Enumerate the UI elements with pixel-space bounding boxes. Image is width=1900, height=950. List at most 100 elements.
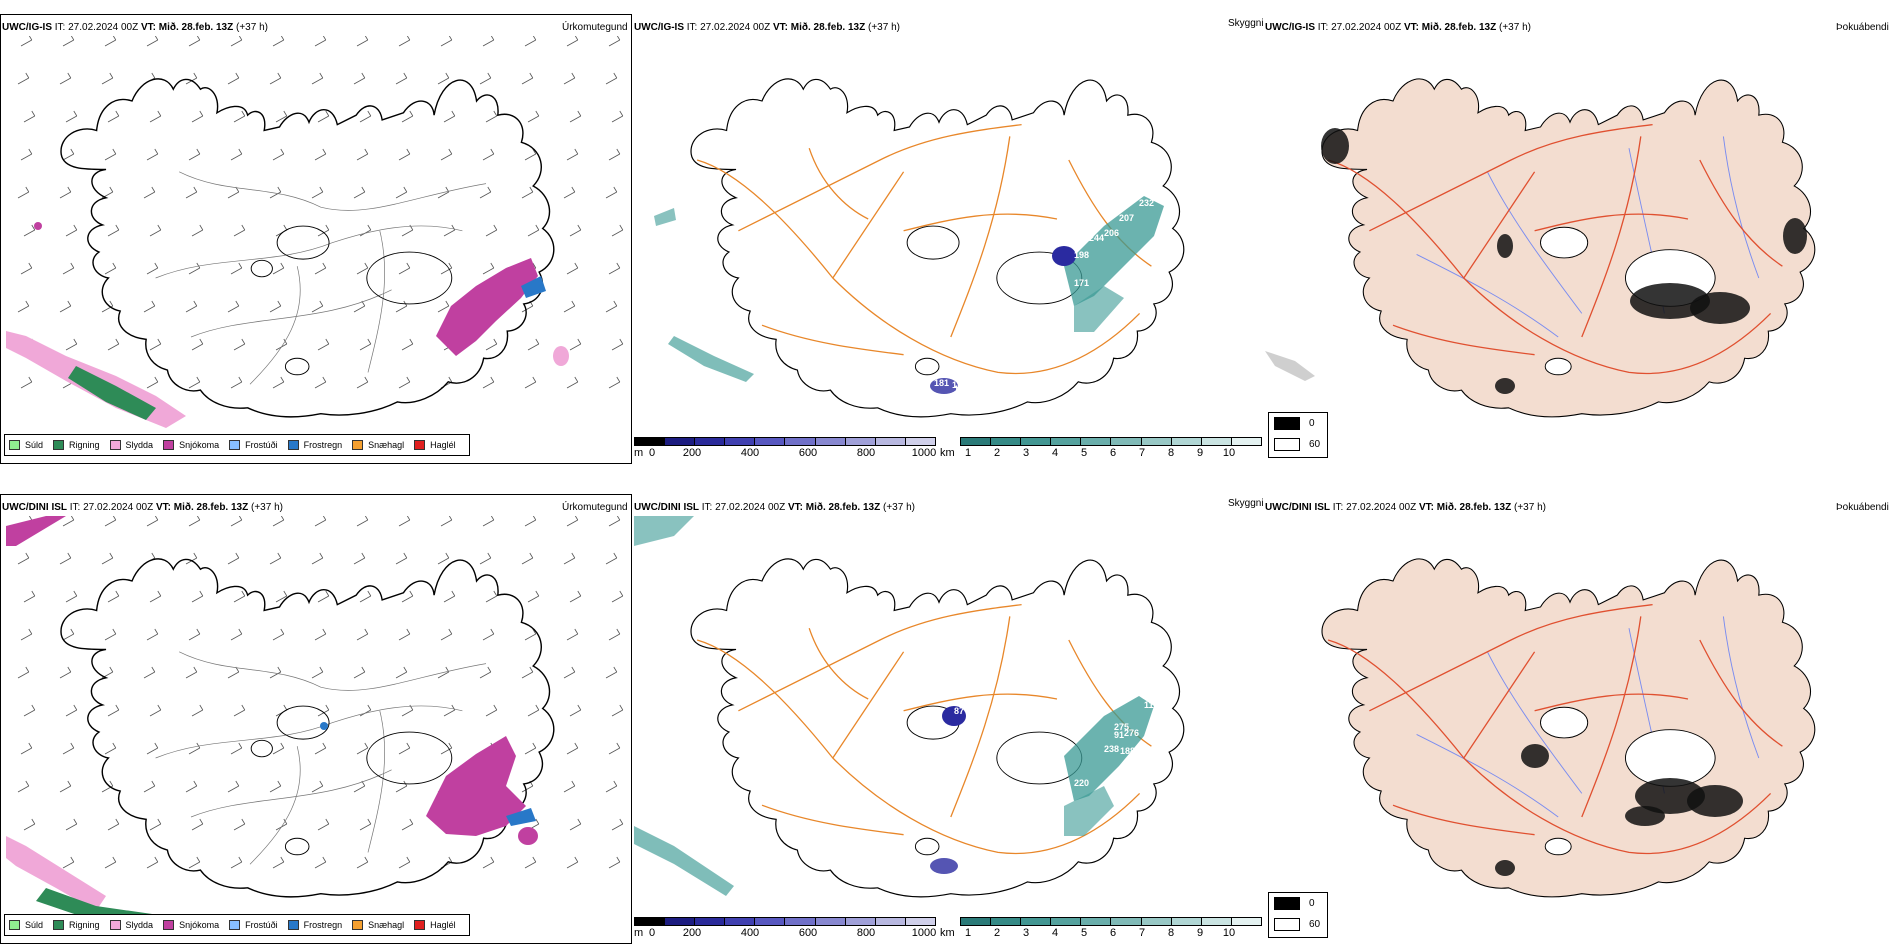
wind-barb	[314, 516, 327, 527]
visibility-scale-km: km 1 2 3 4 5 6 7 8 9 10	[940, 437, 1262, 460]
precip-type-legend: Súld Rigning Slydda Snjókoma Frostúði Frostre…	[4, 434, 470, 456]
scale-tick: 800	[856, 927, 876, 939]
panel2-title: Skyggni	[1228, 18, 1264, 29]
wind-barb	[59, 552, 72, 565]
wind-barb	[353, 72, 366, 85]
fog-legend: 0 60	[1268, 412, 1328, 458]
wind-barb	[275, 590, 288, 603]
snow-area	[34, 222, 42, 230]
legend-swatch	[109, 440, 121, 450]
wind-barb	[569, 338, 582, 351]
wind-barb	[101, 552, 114, 565]
visibility-value-label: 238	[1104, 744, 1119, 754]
wind-barb	[104, 628, 117, 641]
wind-barb	[227, 72, 240, 85]
lead-time-2: (+37 h)	[883, 502, 915, 513]
wind-barb	[479, 186, 492, 199]
wind-barb	[230, 148, 243, 161]
wind-barb	[314, 148, 327, 161]
fog-area	[1625, 806, 1665, 826]
wind-barb	[233, 224, 246, 237]
wind-barb	[398, 376, 411, 389]
legend-label: Slydda	[125, 920, 154, 930]
fog-area	[1265, 351, 1315, 381]
wind-barb	[17, 300, 30, 313]
wind-barb	[443, 704, 456, 717]
vt-label-2: VT:	[787, 502, 803, 513]
wind-barb	[566, 856, 579, 869]
wind-barb	[143, 666, 156, 679]
wind-barbs	[17, 516, 624, 869]
legend-swatch	[9, 440, 20, 450]
wind-barb	[227, 666, 240, 679]
visibility-value-label: 232	[1139, 198, 1154, 208]
wind-barb	[62, 742, 75, 755]
wind-barb	[227, 300, 240, 313]
wind-barb	[143, 780, 156, 793]
visibility-scale-m: m 0 200 400 600 800 1000	[634, 437, 936, 460]
it-label-2: IT:	[686, 22, 698, 33]
wind-barb	[311, 780, 324, 793]
wind-barb	[356, 376, 369, 389]
wind-barb	[605, 300, 618, 313]
wind-barb	[317, 818, 330, 831]
fog-legend-item: 0	[1269, 413, 1327, 434]
wind-barb	[440, 516, 453, 527]
wind-barb	[107, 590, 120, 603]
wind-barb	[527, 704, 540, 717]
wind-barb	[146, 376, 159, 389]
panel-header-2: UWC/IG-IS IT: 27.02.2024 00Z VT: Mið. 28…	[634, 22, 900, 34]
fog-legend-label: 0	[1309, 418, 1315, 429]
wind-barb	[269, 552, 282, 565]
scale-tick: 10	[1222, 447, 1236, 459]
scale-tick: 6	[1109, 927, 1117, 939]
wind-barb	[272, 262, 285, 275]
fog-map	[1321, 558, 1816, 898]
legend-item: Rigning	[53, 920, 100, 930]
wind-barb	[566, 148, 579, 161]
visibility-value-label: 220	[1074, 778, 1089, 788]
legend-swatch	[53, 440, 65, 450]
legend-item: Frostregn	[287, 440, 343, 450]
wind-barb	[605, 186, 618, 199]
scale-tick: 9	[1196, 927, 1204, 939]
legend-item: Frostregn	[287, 920, 342, 930]
wind-barb	[62, 36, 75, 47]
wind-barb	[269, 300, 282, 313]
legend-label: Frostúði	[245, 920, 278, 930]
legend-label: Frostúði	[245, 440, 278, 450]
legend-swatch	[109, 920, 121, 930]
it-value-2: 27.02.2024 00Z	[700, 22, 771, 33]
wind-barb	[524, 516, 537, 527]
legend-item: Súld	[9, 920, 43, 930]
wind-barb	[440, 742, 453, 755]
panel-header-3: UWC/DINI ISL IT: 27.02.2024 00Z VT: Mið.…	[1265, 502, 1546, 514]
scale-tick: 1	[964, 927, 972, 939]
vt-value-3: Mið. 28.feb. 13Z	[1421, 22, 1497, 33]
fog-area	[1783, 218, 1807, 254]
wind-barb	[440, 36, 453, 47]
fog-area	[1321, 128, 1349, 164]
wind-barb	[17, 666, 30, 679]
wind-barb	[101, 780, 114, 793]
lead-time-3: (+37 h)	[1514, 502, 1546, 513]
scale-tick: 9	[1196, 447, 1204, 459]
legend-label: Snæhagl	[368, 920, 405, 930]
model-name: UWC/DINI ISL	[2, 502, 67, 513]
sleet-area	[6, 836, 106, 911]
legend-label: Frostregn	[303, 440, 343, 450]
wind-barb	[269, 666, 282, 679]
wind-barb	[59, 666, 72, 679]
wind-barb	[188, 628, 201, 641]
model-name: UWC/IG-IS	[2, 22, 52, 33]
wind-barb	[524, 376, 537, 389]
scale-unit: km	[940, 447, 955, 459]
wind-barb	[188, 516, 201, 527]
wind-barb	[437, 300, 450, 313]
wind-barb	[230, 36, 243, 47]
wind-barb	[482, 148, 495, 161]
wind-barb	[314, 376, 327, 389]
fog-legend-label: 0	[1309, 898, 1315, 909]
model-name-2: UWC/IG-IS	[634, 22, 684, 33]
legend-item: Slydda	[109, 920, 154, 930]
